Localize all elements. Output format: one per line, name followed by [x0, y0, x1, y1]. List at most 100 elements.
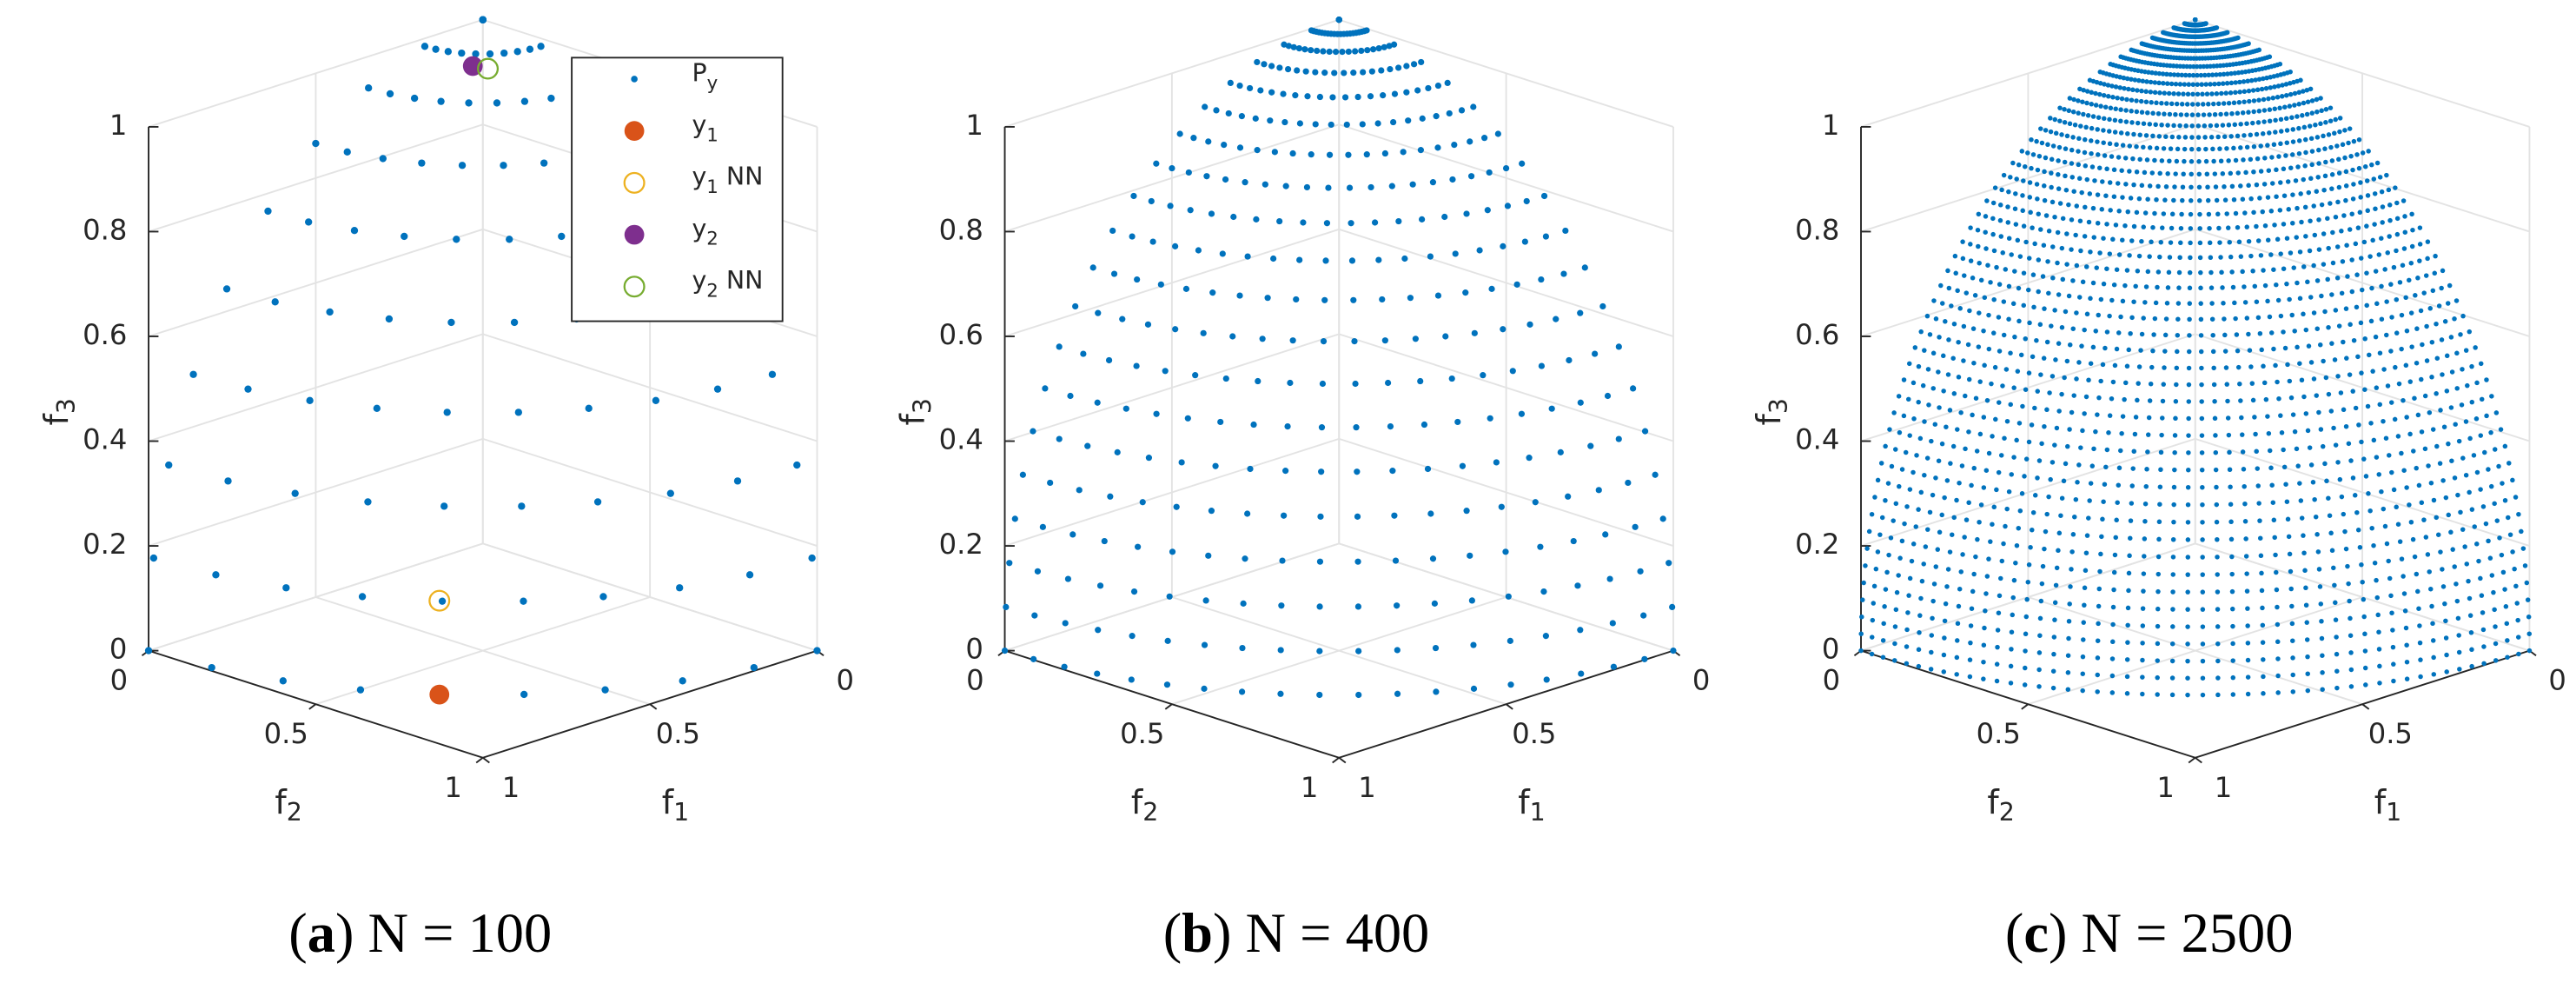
point: [1314, 47, 1321, 55]
point: [2417, 258, 2422, 263]
point: [2235, 364, 2242, 370]
point: [2373, 269, 2379, 274]
point: [1354, 513, 1361, 520]
point: [2206, 211, 2212, 217]
point: [1553, 316, 1560, 322]
point: [1384, 379, 1392, 387]
point: [1030, 428, 1036, 435]
point: [1951, 321, 1957, 327]
point: [2051, 635, 2057, 640]
point: [1523, 197, 1530, 205]
point: [2088, 481, 2094, 486]
point: [2487, 555, 2493, 561]
point: [2018, 352, 2024, 358]
point: [2388, 400, 2394, 405]
point: [1301, 46, 1308, 53]
point: [2185, 675, 2190, 681]
point: [2299, 515, 2305, 521]
point: [1998, 453, 2004, 458]
point: [2379, 316, 2385, 322]
point: [2155, 183, 2161, 189]
point: [1308, 151, 1314, 158]
point: [2047, 390, 2052, 395]
z-axis-label: f3: [893, 398, 937, 425]
label-part: 2: [706, 229, 718, 250]
point: [2395, 522, 2401, 527]
point: [2305, 428, 2311, 434]
point: [2173, 112, 2178, 117]
point: [2474, 542, 2480, 547]
point: [1184, 415, 1191, 422]
point: [2376, 629, 2381, 635]
point: [2224, 81, 2230, 86]
point: [1431, 600, 1438, 607]
point: [2362, 631, 2367, 637]
point: [2460, 527, 2466, 532]
point: [2281, 329, 2286, 335]
point: [2101, 236, 2106, 241]
point: [2294, 235, 2299, 240]
point: [1632, 523, 1639, 530]
point: [2456, 438, 2462, 444]
caption: (b) N = 400: [1163, 902, 1430, 964]
point: [1292, 92, 1299, 99]
point: [2196, 184, 2202, 190]
point: [1268, 89, 1275, 96]
point: [2345, 563, 2350, 569]
point: [2012, 334, 2017, 340]
point: [2212, 399, 2217, 404]
z-tick-label: 0: [965, 633, 983, 666]
point: [2083, 163, 2089, 169]
point: [2143, 133, 2149, 138]
point: [2500, 481, 2505, 486]
point: [1467, 173, 1475, 180]
point: [2333, 116, 2338, 123]
point: [2244, 316, 2250, 321]
point: [2138, 348, 2143, 353]
point: [2427, 306, 2434, 311]
point: [2107, 413, 2113, 418]
point: [2371, 542, 2376, 548]
point: [2265, 195, 2271, 200]
point: [401, 232, 408, 241]
y-tick-label: 1: [1301, 771, 1319, 804]
point: [2281, 464, 2288, 470]
point: [2253, 431, 2258, 437]
x-tick-label: 0: [836, 664, 854, 697]
point: [2062, 120, 2068, 125]
point: [2255, 466, 2261, 471]
point: [2238, 122, 2243, 127]
point: [2198, 269, 2203, 276]
point: [1880, 654, 1886, 660]
point: [2275, 690, 2281, 695]
point: [2242, 210, 2248, 216]
point: [2082, 327, 2087, 333]
point: [1963, 446, 1968, 452]
point: [2412, 554, 2418, 560]
point: [2261, 108, 2268, 113]
point: [2246, 88, 2252, 94]
point: [2041, 355, 2047, 361]
point: [2149, 100, 2154, 105]
point: [2152, 316, 2158, 322]
point: [1971, 465, 1977, 471]
point: [244, 385, 252, 393]
point: [2067, 96, 2073, 101]
point: [2016, 162, 2022, 168]
point: [2275, 379, 2280, 385]
point: [2337, 476, 2343, 482]
point: [1903, 449, 1909, 455]
point: [212, 571, 220, 579]
point: [2107, 141, 2113, 147]
point: [2339, 494, 2345, 500]
point: [2186, 82, 2192, 87]
point: [2155, 111, 2162, 116]
point: [2155, 588, 2161, 595]
point: [2135, 397, 2140, 403]
point: [1991, 248, 1997, 254]
point: [1973, 554, 1978, 560]
point: [1904, 661, 1910, 667]
point: [2332, 130, 2337, 136]
point: [1371, 219, 1379, 226]
